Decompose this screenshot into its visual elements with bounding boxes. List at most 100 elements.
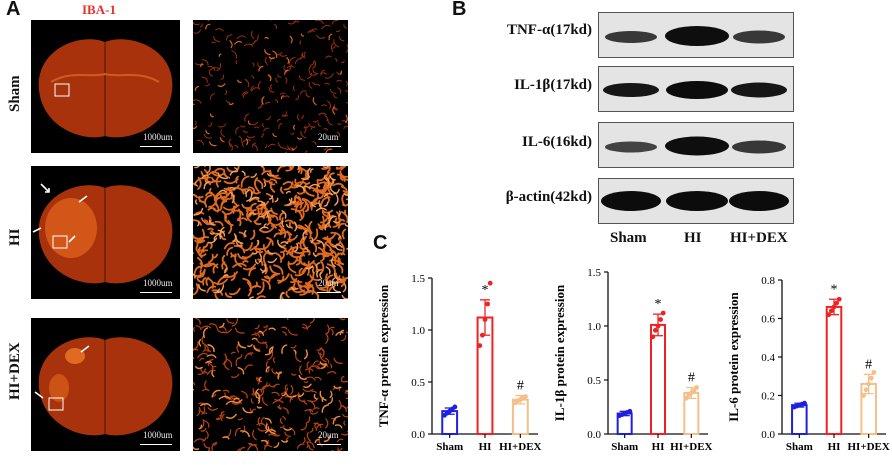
iba1-title: IBA-1: [82, 2, 116, 18]
microglia-process: [230, 41, 232, 48]
microglia-process: [313, 98, 316, 105]
panel-a-letter: A: [6, 0, 20, 21]
microglia-process: [193, 23, 199, 25]
microglia-process: [283, 408, 288, 414]
panel-b-letter: B: [452, 0, 466, 21]
lane-label-hi: HI: [684, 230, 702, 247]
microglia-process: [289, 330, 298, 335]
microglia-process: [204, 444, 210, 449]
blot-actin: [598, 178, 794, 224]
microglia-process: [314, 395, 316, 400]
microglia-process: [194, 30, 200, 33]
microglia-process: [326, 267, 330, 274]
microglia-process: [235, 428, 240, 435]
microglia-process: [303, 239, 305, 248]
microglia-process: [315, 377, 321, 380]
microglia-process: [244, 131, 248, 133]
data-point: [837, 297, 842, 302]
microglia-process: [204, 328, 208, 338]
microglia-process: [316, 84, 320, 86]
microglia-process: [269, 328, 275, 330]
x-tick-label: HI: [479, 441, 492, 453]
y-tick-label: 0.6: [761, 314, 775, 326]
microglia-process: [252, 88, 259, 91]
microglia-process: [278, 75, 281, 77]
microglia-process: [340, 71, 341, 74]
microglia-process: [346, 397, 348, 399]
significance-mark: #: [688, 371, 695, 386]
microglia-process: [281, 426, 285, 428]
microglia-process: [340, 318, 345, 319]
microglia-process: [265, 419, 271, 423]
microglia-process: [301, 34, 303, 36]
microglia-process: [289, 58, 295, 65]
microglia-process: [251, 399, 253, 403]
microglia-process: [272, 392, 279, 395]
microglia-process: [282, 211, 286, 218]
microglia-process: [238, 368, 243, 374]
microglia-process: [258, 429, 266, 431]
microglia-process: [206, 431, 208, 438]
microglia-process: [334, 387, 340, 389]
microglia-process: [335, 59, 337, 62]
microglia-process: [298, 444, 305, 448]
microglia-process: [334, 358, 343, 363]
microglia-process: [347, 331, 348, 333]
microglia-process: [265, 50, 270, 55]
microglia-process: [269, 144, 275, 146]
microglia-process: [266, 116, 270, 119]
chart-tnf-svg: TNF-α protein expression0.00.51.01.5Sham…: [372, 268, 544, 460]
scalebar-hidex-left: [140, 444, 172, 445]
microglia-process: [319, 201, 320, 205]
microglia-process: [236, 61, 237, 64]
microglia-process: [227, 101, 231, 103]
microglia-process: [301, 116, 303, 119]
microglia-process: [200, 24, 202, 27]
microglia-process: [306, 377, 316, 380]
microglia-process: [193, 220, 201, 225]
microglia-process: [285, 385, 287, 390]
band-label-il1b: IL-1β(17kd): [446, 77, 592, 94]
microglia-process: [313, 269, 314, 273]
microglia-process: [255, 325, 259, 329]
microglia-process: [345, 269, 348, 278]
microglia-process: [307, 433, 310, 441]
data-point: [483, 317, 488, 322]
microglia-process: [344, 406, 348, 408]
microglia-process: [227, 319, 234, 323]
significance-mark: *: [655, 297, 662, 312]
microglia-process: [310, 428, 313, 432]
y-tick-label: 1.0: [411, 325, 425, 337]
microglia-process: [278, 143, 285, 148]
data-point: [488, 281, 493, 286]
y-tick-label: 0.0: [411, 429, 425, 441]
data-point: [866, 382, 871, 387]
microglia-process: [196, 318, 201, 324]
microglia-process: [262, 97, 264, 104]
microglia-process: [279, 405, 280, 409]
microglia-process: [258, 82, 260, 89]
data-point: [477, 343, 482, 348]
microglia-process: [214, 169, 223, 172]
microglia-process: [207, 355, 216, 358]
microglia-process: [326, 358, 329, 363]
microglia-process: [254, 192, 261, 194]
microglia-process: [216, 222, 223, 226]
microglia-process: [193, 382, 195, 385]
microglia-process: [214, 209, 220, 211]
y-tick-label: 0.2: [761, 391, 775, 403]
microglia-process: [342, 377, 344, 381]
microglia-process: [286, 78, 287, 83]
microglia-process: [228, 221, 231, 233]
microglia-process: [196, 367, 203, 369]
data-point: [861, 393, 866, 398]
microglia-process: [203, 350, 210, 352]
microglia-process: [238, 219, 240, 225]
y-tick-label: 1.5: [587, 267, 601, 279]
microglia-process: [309, 222, 311, 233]
microglia-process: [343, 415, 348, 417]
microglia-process: [286, 292, 288, 297]
microglia-process: [227, 414, 237, 418]
microglia-process: [306, 93, 310, 97]
microglia-process: [209, 255, 213, 263]
